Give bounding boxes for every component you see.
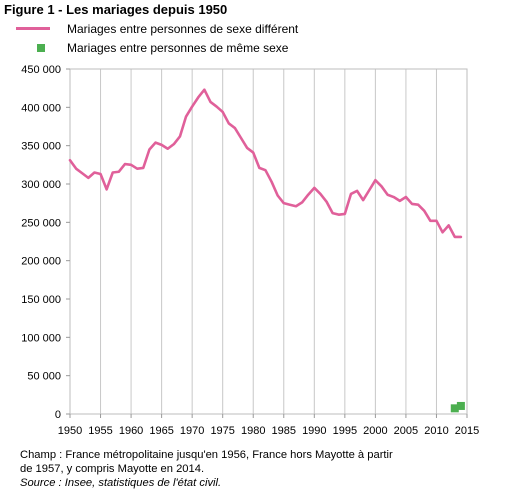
x-tick-label: 1990 bbox=[302, 425, 326, 437]
y-tick-label: 400 000 bbox=[21, 102, 61, 114]
series-layer bbox=[68, 88, 465, 413]
line-chart: 0 50 000 100 000 150 000 200 000 250 000 300 0… bbox=[21, 64, 479, 437]
chart-notes: Champ : France métropolitaine jusqu'en 1… bbox=[20, 448, 490, 490]
x-tick-label: 2015 bbox=[455, 425, 479, 437]
y-tick-label: 50 000 bbox=[27, 371, 61, 383]
y-tick-label: 300 000 bbox=[21, 179, 61, 191]
x-tick-label: 1980 bbox=[241, 425, 265, 437]
x-tick-label: 1995 bbox=[333, 425, 357, 437]
source-note: Source : Insee, statistiques de l'état c… bbox=[20, 477, 222, 489]
x-tick-label: 1965 bbox=[149, 425, 173, 437]
scope-note-line-1: Champ : France métropolitaine jusqu'en 1… bbox=[20, 449, 393, 461]
x-tick-label: 1955 bbox=[88, 425, 112, 437]
y-tick-label: 150 000 bbox=[21, 294, 61, 306]
same-sex-data-point bbox=[456, 401, 465, 410]
y-tick-label: 250 000 bbox=[21, 217, 61, 229]
grid-lines bbox=[100, 69, 437, 414]
chart-title: Figure 1 - Les mariages depuis 1950 bbox=[4, 2, 228, 17]
legend-square-swatch bbox=[37, 44, 45, 52]
scope-note-line-2: de 1957, y compris Mayotte en 2014. bbox=[20, 463, 205, 475]
legend-label: Mariages entre personnes de même sexe bbox=[67, 41, 289, 55]
x-tick-label: 2010 bbox=[424, 425, 448, 437]
y-tick-label: 450 000 bbox=[21, 64, 61, 76]
legend-label: Mariages entre personnes de sexe différe… bbox=[67, 22, 299, 36]
x-tick-label: 2000 bbox=[363, 425, 387, 437]
legend-line-swatch bbox=[16, 27, 50, 30]
x-tick-label: 1950 bbox=[58, 425, 82, 437]
same-sex-data-point bbox=[450, 404, 459, 413]
x-tick-label: 1975 bbox=[210, 425, 234, 437]
x-tick-label: 1985 bbox=[272, 425, 296, 437]
y-tick-label: 0 bbox=[55, 409, 61, 421]
y-axis: 0 50 000 100 000 150 000 200 000 250 000 300 0… bbox=[21, 64, 70, 421]
series-line-different-sex bbox=[68, 88, 463, 239]
y-tick-label: 100 000 bbox=[21, 332, 61, 344]
plot-frame bbox=[69, 68, 468, 415]
y-tick-label: 200 000 bbox=[21, 256, 61, 268]
y-tick-label: 350 000 bbox=[21, 141, 61, 153]
x-tick-label: 1960 bbox=[119, 425, 143, 437]
x-tick-label: 2005 bbox=[394, 425, 418, 437]
x-tick-label: 1970 bbox=[180, 425, 204, 437]
x-axis: 1950 1955 1960 1965 1970 1975 1980 1985 1990 1995… bbox=[58, 414, 479, 437]
